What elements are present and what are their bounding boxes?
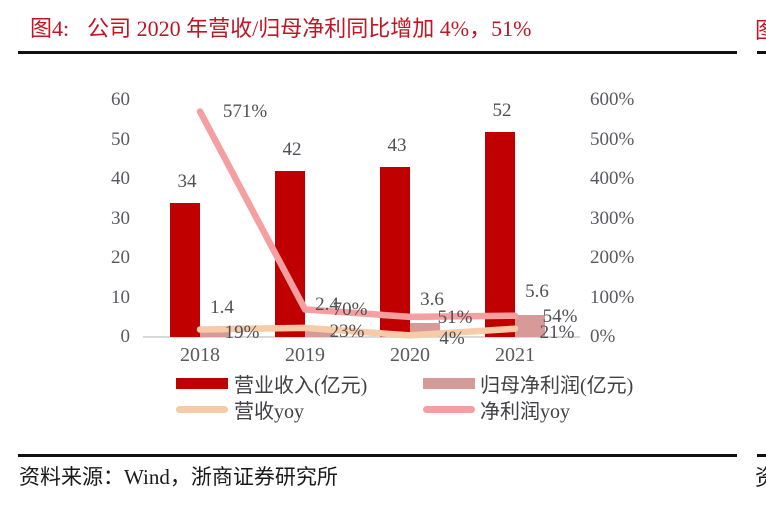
bar-营业收入(亿元)-2020 [380, 167, 410, 337]
legend-swatch-营业收入(亿元) [176, 378, 228, 389]
source-divider-rule [18, 454, 737, 457]
right-axis-tick-label: 400% [590, 168, 635, 189]
source-label: 资料来源： [19, 465, 124, 489]
left-axis-tick-label: 0 [120, 326, 131, 347]
data-label-净利润yoy-2019: 70% [332, 299, 368, 321]
right-axis-tick-label: 500% [590, 128, 635, 150]
legend-label-净利润yoy: 净利润yoy [480, 401, 570, 423]
data-label-营业收入(亿元)-2019: 42 [282, 139, 302, 161]
data-label-营收yoy-2019: 23% [329, 320, 365, 342]
right-axis-tick-label: 300% [590, 207, 635, 229]
data-label-净利润yoy-2018: 571% [222, 101, 268, 123]
data-label-营业收入(亿元)-2018: 34 [177, 170, 197, 192]
x-axis-label-2021: 2021 [495, 344, 535, 366]
legend-swatch-营收yoy [176, 406, 228, 413]
line-净利润yoy [196, 108, 519, 321]
x-axis-label-2020: 2020 [390, 344, 430, 366]
source-text: Wind，浙商证券研究所 [124, 465, 338, 489]
bar-归母净利润(亿元)-2020 [410, 322, 440, 337]
bar-营业收入(亿元)-2018 [170, 202, 200, 337]
legend-swatch-归母净利润(亿元) [423, 378, 475, 389]
adjacent-source-rule-fragment [757, 454, 766, 457]
figure-number-label: 图4: [30, 16, 70, 41]
source-line: 资料来源：Wind，浙商证券研究所 [19, 461, 338, 491]
data-label-营收yoy-2018: 19% [224, 322, 260, 344]
adjacent-source-fragment: 资 [755, 460, 766, 488]
data-label-归母净利润(亿元)-2020: 3.6 [420, 288, 444, 310]
bar-营业收入(亿元)-2019 [275, 171, 305, 337]
right-axis-tick-label: 200% [590, 247, 635, 268]
adjacent-title-rule-fragment [757, 51, 766, 54]
right-axis-tick-label: 600% [590, 89, 635, 110]
x-axis-label-2019: 2019 [285, 344, 325, 366]
data-label-营收yoy-2020: 4% [439, 328, 465, 350]
adjacent-source-char: 资 [755, 460, 766, 488]
legend-label-营业收入(亿元): 营业收入(亿元) [234, 375, 368, 397]
right-axis-tick-label: 0% [590, 326, 616, 347]
title-divider-rule [18, 51, 737, 54]
left-axis-tick-label: 10 [111, 286, 130, 308]
data-label-营收yoy-2021: 21% [539, 321, 575, 343]
adjacent-figure-char: 图 [755, 13, 766, 41]
left-axis-tick-label: 20 [111, 247, 130, 268]
adjacent-figure-title-fragment: 图 [755, 13, 766, 41]
bar-营业收入(亿元)-2021 [485, 131, 515, 337]
legend-swatch-净利润yoy [423, 406, 475, 413]
figure-title-text: 公司 2020 年营收/归母净利同比增加 4%，51% [87, 16, 532, 41]
left-axis-tick-label: 40 [111, 168, 130, 189]
data-label-营业收入(亿元)-2020: 43 [387, 135, 407, 157]
data-label-归母净利润(亿元)-2021: 5.6 [525, 280, 549, 302]
data-label-归母净利润(亿元)-2019: 2.4 [315, 293, 339, 315]
figure-title: 图4: 公司 2020 年营收/归母净利同比增加 4%，51% [30, 11, 531, 43]
bar-归母净利润(亿元)-2021 [515, 314, 545, 337]
legend-label-归母净利润(亿元): 归母净利润(亿元) [480, 375, 634, 397]
left-axis-tick-label: 50 [111, 128, 130, 150]
data-label-归母净利润(亿元)-2018: 1.4 [210, 297, 234, 319]
data-label-净利润yoy-2020: 51% [437, 306, 473, 328]
right-axis-tick-label: 100% [590, 286, 635, 308]
left-axis-tick-label: 60 [111, 89, 130, 110]
legend-label-营收yoy: 营收yoy [234, 401, 304, 423]
data-label-营业收入(亿元)-2021: 52 [492, 99, 512, 121]
data-label-净利润yoy-2021: 54% [542, 305, 578, 327]
x-axis-label-2018: 2018 [180, 344, 220, 366]
left-axis-tick-label: 30 [111, 207, 130, 229]
